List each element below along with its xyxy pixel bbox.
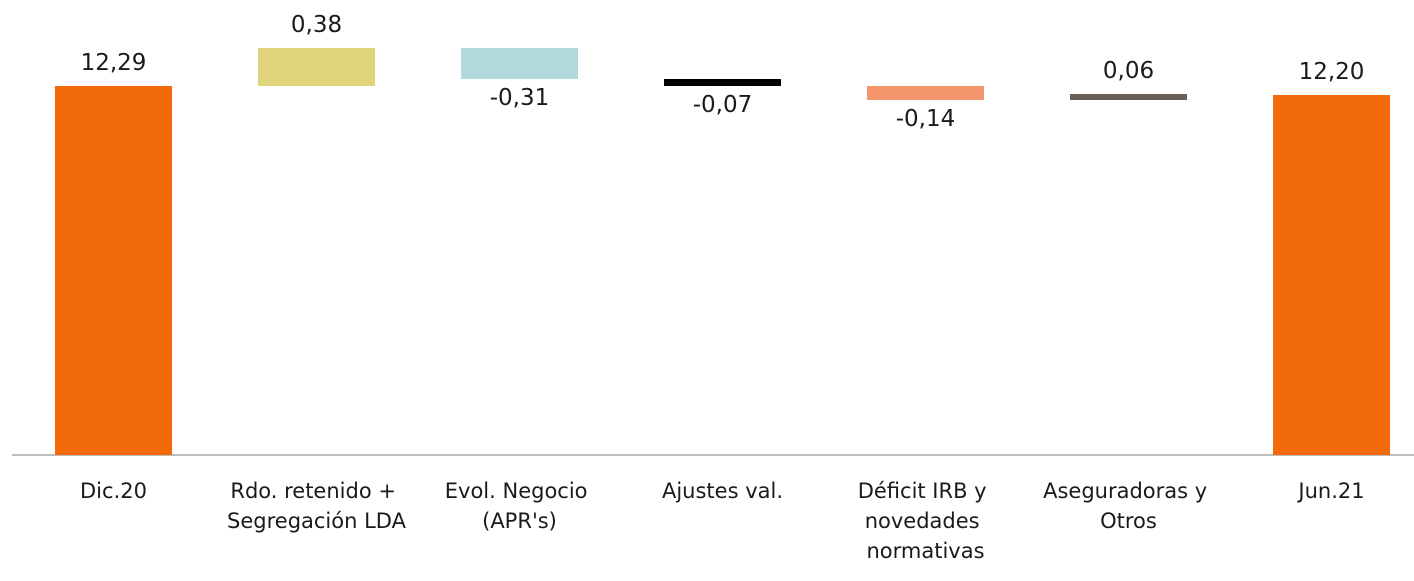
x-tick-label: Ajustes val. [662, 479, 783, 503]
value-label: -0,14 [896, 106, 956, 132]
bar [1273, 95, 1390, 455]
value-label: 0,06 [1103, 58, 1154, 84]
x-tick-label: Dic.20 [80, 479, 147, 503]
bar [867, 86, 984, 100]
value-label: -0,07 [693, 92, 753, 118]
bar [461, 48, 578, 79]
bar [664, 79, 781, 86]
value-label: -0,31 [490, 85, 550, 111]
value-label: 0,38 [291, 12, 342, 38]
value-label: 12,20 [1299, 59, 1365, 85]
bar [258, 48, 375, 86]
x-tick-label: Déficit IRB y novedades normativas [858, 479, 994, 563]
x-tick-label: Evol. Negocio (APR's) [445, 479, 594, 533]
x-tick-label: Jun.21 [1296, 479, 1364, 503]
x-tick-label: Rdo. retenido + Segregación LDA [227, 479, 407, 533]
bar [1070, 94, 1187, 100]
x-tick-label: Aseguradoras y Otros [1043, 479, 1214, 533]
bar [55, 86, 172, 455]
value-label: 12,29 [81, 50, 147, 76]
